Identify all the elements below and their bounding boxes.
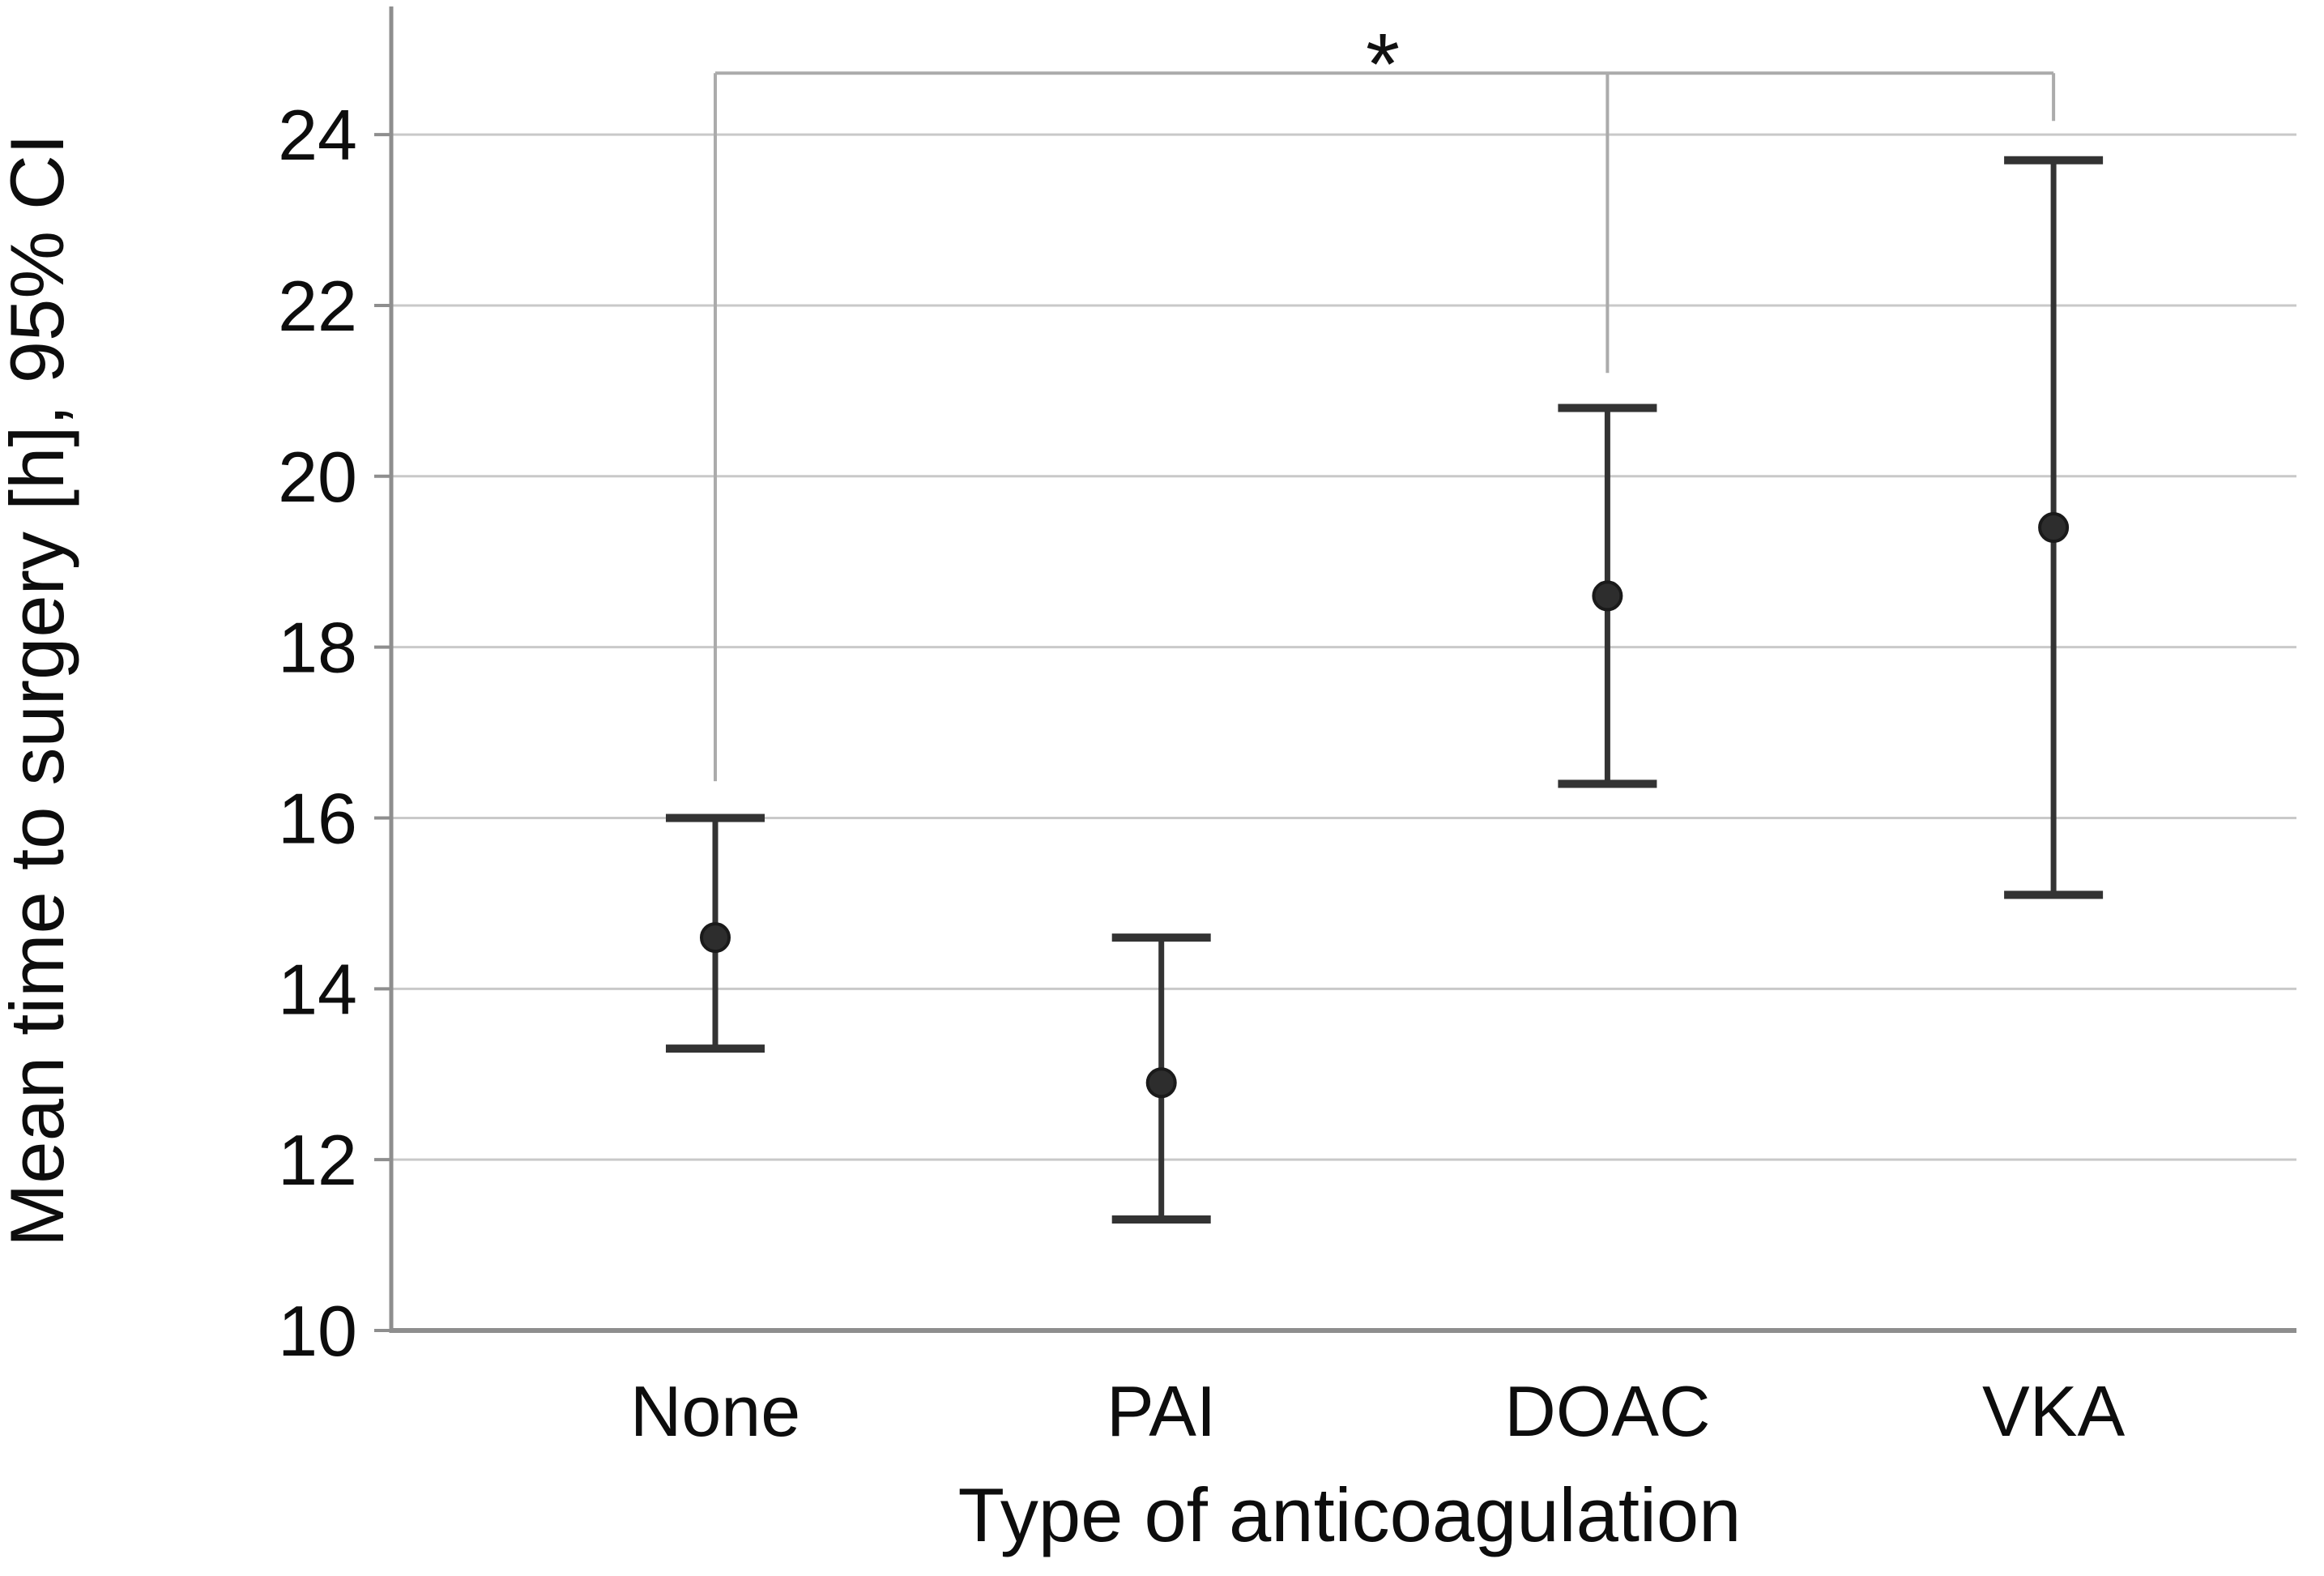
mean-dot-None bbox=[700, 922, 731, 954]
mean-dot-VKA bbox=[2038, 512, 2070, 544]
y-axis-title: Mean time to surgery [h], 95% CI bbox=[0, 134, 79, 1247]
x-category-label-DOAC: DOAC bbox=[1504, 1371, 1710, 1451]
mean-dot-DOAC bbox=[1592, 580, 1623, 612]
x-category-label-VKA: VKA bbox=[1982, 1371, 2125, 1451]
y-tick-label-12: 12 bbox=[278, 1120, 357, 1200]
y-tick-label-14: 14 bbox=[278, 949, 357, 1029]
axes-layer bbox=[374, 6, 2296, 1333]
y-tick-label-16: 16 bbox=[278, 778, 357, 858]
x-category-label-PAI: PAI bbox=[1107, 1371, 1216, 1451]
x-axis-title: Type of anticoagulation bbox=[958, 1472, 1742, 1557]
errorbars-layer bbox=[666, 156, 2104, 1224]
mean-dot-PAI bbox=[1145, 1067, 1177, 1099]
y-tick-label-18: 18 bbox=[278, 608, 357, 688]
y-tick-label-22: 22 bbox=[278, 266, 357, 346]
significance-asterisk: * bbox=[1366, 15, 1400, 113]
tick-labels-layer: 10 12 14 16 18 20 22 24 None PAI DOAC VKA bbox=[278, 95, 2125, 1451]
y-tick-label-20: 20 bbox=[278, 437, 357, 517]
y-tick-label-10: 10 bbox=[278, 1291, 357, 1371]
x-category-label-None: None bbox=[630, 1371, 800, 1451]
gridlines-layer bbox=[391, 133, 2296, 1161]
significance-bracket-layer bbox=[714, 71, 2056, 782]
y-tick-label-24: 24 bbox=[278, 95, 357, 175]
